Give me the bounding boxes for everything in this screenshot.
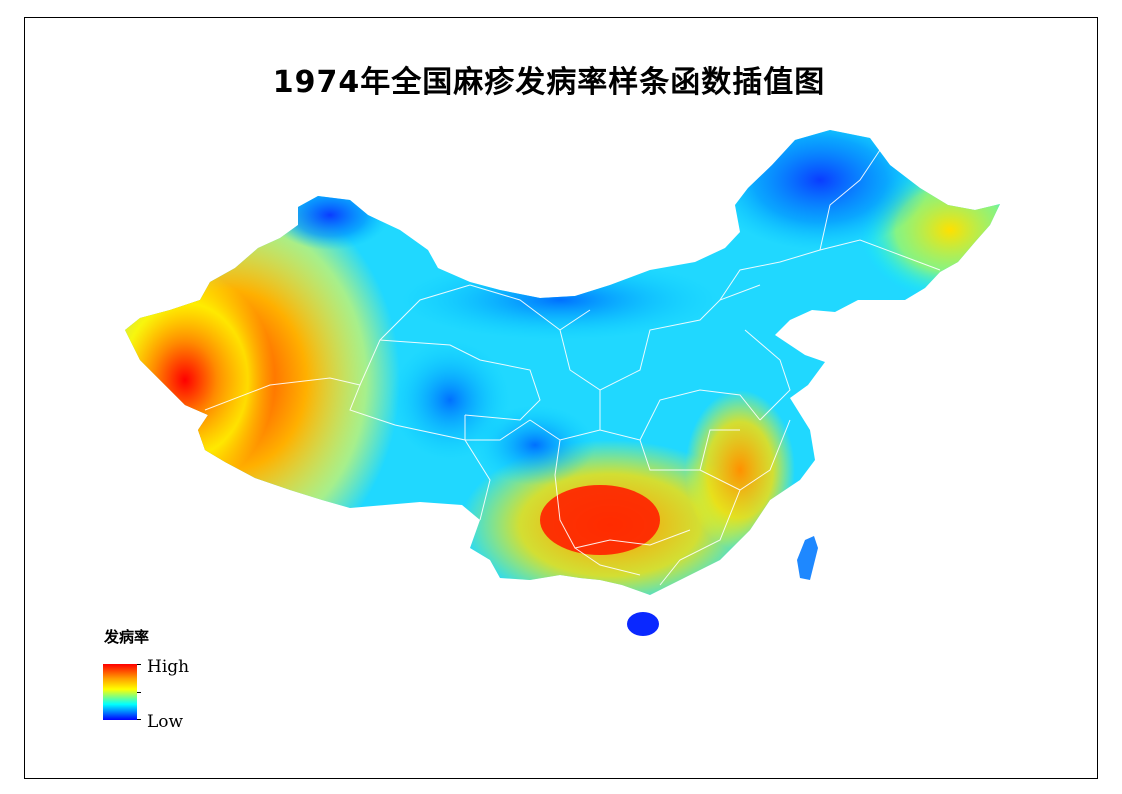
legend-color-ramp [103, 664, 137, 720]
taiwan-island [797, 536, 818, 580]
legend-low-label: Low [147, 712, 184, 732]
legend-tick-high [137, 664, 141, 665]
interpolated-surface [125, 130, 1000, 595]
legend-tick-low [137, 719, 141, 720]
hainan-island [627, 612, 659, 636]
legend-title: 发病率 [104, 628, 150, 646]
legend-tick-mid [137, 692, 141, 693]
map-title: 1974年全国麻疹发病率样条函数插值图 [272, 65, 826, 100]
province-boundaries [204, 149, 941, 586]
legend-high-label: High [147, 657, 190, 677]
